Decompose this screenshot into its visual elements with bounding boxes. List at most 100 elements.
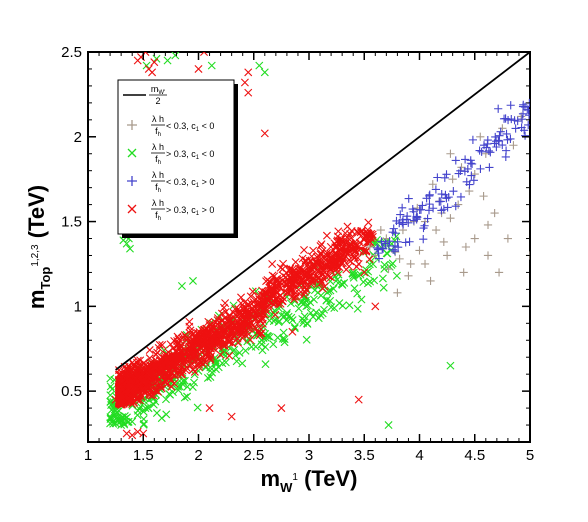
data-point-green <box>261 360 270 369</box>
x-axis-title-sup: 1 <box>292 472 298 483</box>
data-point-green <box>136 402 145 411</box>
data-point-green <box>180 376 189 385</box>
data-point-blue <box>393 237 402 246</box>
data-point-red <box>342 265 351 274</box>
y-axis-title-sub: Top <box>38 267 53 290</box>
data-point-red <box>207 352 216 361</box>
data-point-green <box>143 403 152 412</box>
data-point-blue <box>485 163 494 172</box>
data-point-blue <box>372 243 382 252</box>
x-tick-label: 3.5 <box>354 447 375 464</box>
data-point-red <box>131 374 140 383</box>
data-point-green <box>330 304 339 312</box>
data-point-red <box>357 226 366 235</box>
data-point-gray <box>443 251 452 260</box>
data-point-red <box>271 299 280 308</box>
data-point-red <box>136 366 145 375</box>
data-point-red <box>124 361 133 370</box>
data-point-red <box>198 341 207 350</box>
y-tick-label: 1.5 <box>61 214 82 231</box>
data-point-blue <box>413 213 422 222</box>
data-point-gray <box>498 124 507 133</box>
data-point-red <box>341 229 350 238</box>
data-point-red <box>219 303 228 312</box>
data-point-gray <box>457 163 466 172</box>
data-point-green <box>120 412 129 421</box>
data-point-green <box>290 322 299 331</box>
data-point-blue <box>468 135 478 144</box>
data-point-red <box>227 412 236 421</box>
data-point-green <box>108 400 116 409</box>
data-point-red <box>145 371 154 380</box>
data-point-red <box>247 299 256 308</box>
data-point-green <box>327 303 336 312</box>
data-point-red <box>161 350 170 359</box>
data-point-red <box>207 324 216 333</box>
data-point-green <box>139 420 148 429</box>
data-point-red <box>223 335 232 344</box>
data-point-blue <box>486 148 495 157</box>
data-point-red <box>186 326 195 335</box>
data-point-green <box>357 295 366 304</box>
data-point-red <box>344 234 353 243</box>
data-point-blue <box>518 115 527 124</box>
data-point-blue <box>415 205 424 215</box>
data-point-blue <box>451 202 460 211</box>
x-axis-title-unit: (TeV) <box>298 466 357 491</box>
data-point-red <box>202 331 211 340</box>
data-point-green <box>302 335 311 344</box>
x-tick-label: 1.5 <box>133 447 154 464</box>
data-point-blue <box>503 135 512 144</box>
data-point-blue <box>389 245 398 254</box>
data-point-red <box>169 344 178 353</box>
data-point-green <box>301 296 310 305</box>
data-point-red <box>358 227 367 235</box>
data-point-red <box>318 284 327 293</box>
data-point-gray <box>395 254 404 263</box>
data-point-green <box>353 304 362 313</box>
data-point-red <box>264 287 273 296</box>
data-point-blue <box>396 210 405 219</box>
data-point-red <box>194 356 203 365</box>
data-point-red <box>346 248 355 257</box>
data-point-red <box>213 339 222 348</box>
data-point-blue <box>431 185 440 194</box>
series-red <box>111 52 380 440</box>
data-point-green <box>176 382 184 391</box>
data-point-green <box>161 395 170 404</box>
data-point-red <box>182 366 190 375</box>
data-point-red <box>286 287 295 296</box>
data-point-green <box>345 301 354 310</box>
data-point-green <box>294 304 303 313</box>
data-point-red <box>351 240 360 249</box>
data-point-green <box>316 311 325 320</box>
data-point-red <box>335 255 344 264</box>
data-point-gray <box>365 242 374 252</box>
data-point-gray <box>446 214 455 223</box>
data-point-green <box>117 421 126 430</box>
data-point-green <box>317 291 326 300</box>
data-point-green <box>218 349 227 358</box>
data-point-blue <box>404 194 413 203</box>
data-point-gray <box>404 271 413 280</box>
data-point-green <box>193 403 202 412</box>
data-point-red <box>186 329 195 338</box>
data-point-green <box>288 316 297 325</box>
data-point-green <box>183 382 192 391</box>
x-axis-title-main: m <box>261 466 281 491</box>
data-point-blue <box>461 155 470 164</box>
data-point-green <box>188 276 197 285</box>
data-point-red <box>205 404 214 413</box>
legend-line-label-num: mW' <box>151 84 165 96</box>
data-point-blue <box>451 156 460 165</box>
data-point-green <box>152 54 161 63</box>
data-point-green <box>378 274 387 283</box>
data-point-blue <box>456 166 465 175</box>
data-point-gray <box>376 225 385 235</box>
data-point-red <box>315 256 324 265</box>
data-point-blue <box>401 238 410 247</box>
data-point-gray <box>384 264 393 274</box>
data-point-gray <box>428 180 437 189</box>
data-point-red <box>322 231 331 240</box>
data-point-green <box>310 286 319 295</box>
